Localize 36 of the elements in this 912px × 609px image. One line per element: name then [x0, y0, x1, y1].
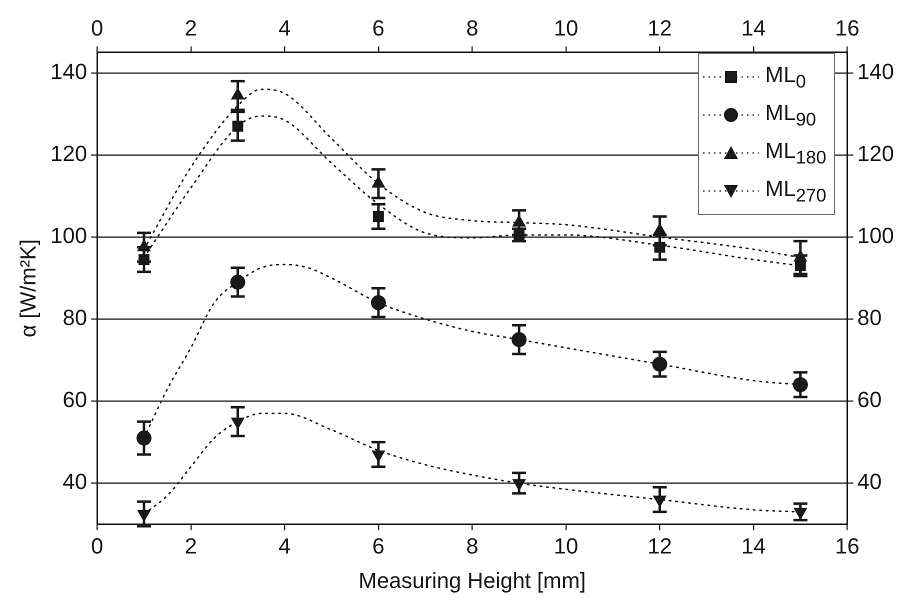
x-tick-label: 0: [90, 533, 104, 558]
y2-tick-label: 40: [857, 469, 882, 494]
x2-tick-label: 4: [278, 15, 291, 40]
legend-label: ML$_{0}$: [765, 62, 806, 93]
x-tick-label: 16: [835, 533, 860, 558]
x-tick-label: 6: [372, 533, 385, 558]
x2-tick-label: 8: [466, 15, 478, 40]
x-axis-title: Measuring Height [mm]: [358, 568, 586, 593]
x-tick-label: 12: [648, 533, 672, 558]
legend-label: ML$_{90}$: [765, 100, 816, 131]
y2-tick-label: 140: [857, 58, 894, 84]
x-tick-label: 2: [184, 533, 198, 558]
x2-tick-label: 0: [90, 15, 104, 40]
y2-tick-label: 100: [857, 223, 894, 248]
x2-tick-label: 10: [554, 15, 578, 40]
x2-tick-label: 2: [184, 15, 198, 40]
legend-label: ML$_{180}$: [765, 138, 826, 169]
y-tick-label: 140: [50, 58, 88, 84]
x2-tick-label: 14: [741, 15, 766, 40]
y-axis-title: α [W/m²K]: [15, 239, 40, 338]
legend-label: ML$_{270}$: [765, 176, 826, 207]
x2-tick-label: 6: [372, 15, 385, 40]
y-tick-label: 60: [62, 387, 88, 412]
x-tick-label: 4: [278, 533, 291, 558]
y-tick-label: 80: [62, 305, 88, 330]
y2-tick-label: 120: [857, 141, 894, 166]
y-tick-label: 120: [50, 141, 88, 166]
x-tick-label: 14: [741, 533, 766, 558]
x-tick-label: 10: [554, 533, 578, 558]
x2-tick-label: 16: [835, 15, 860, 40]
x2-tick-label: 12: [648, 15, 672, 40]
y-tick-label: 100: [50, 223, 88, 248]
y2-tick-label: 80: [857, 305, 882, 330]
x-tick-label: 8: [466, 533, 478, 558]
y-tick-label: 40: [62, 469, 88, 494]
y2-tick-label: 60: [857, 387, 882, 412]
